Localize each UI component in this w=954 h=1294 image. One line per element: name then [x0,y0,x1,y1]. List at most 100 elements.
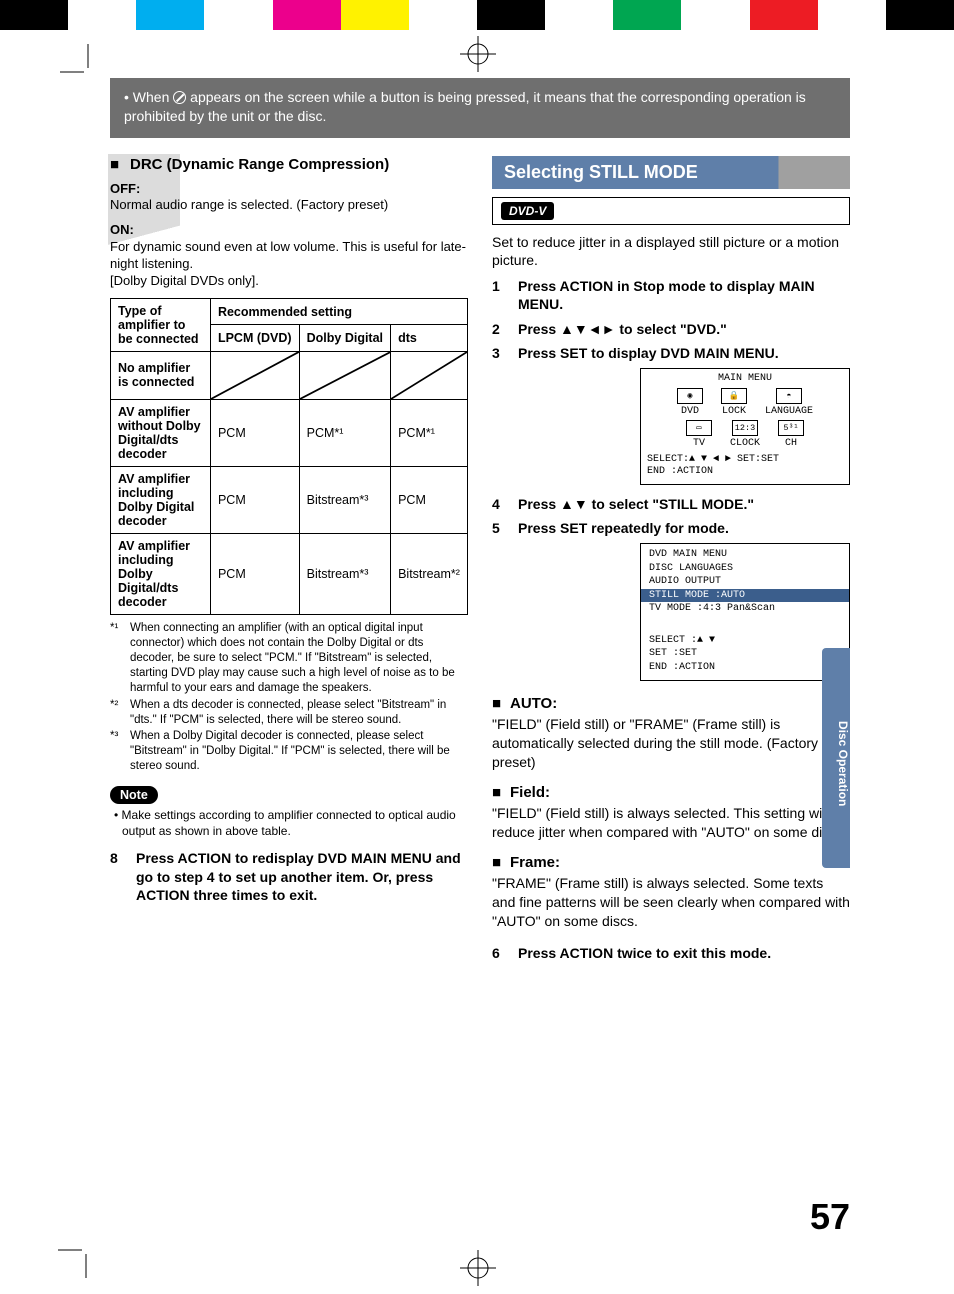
table-cell: Bitstream*³ [299,466,390,533]
table-cell-diag [391,351,468,399]
off-label: OFF: [110,181,140,196]
step-6: 6 Press ACTION twice to exit this mode. [492,944,850,962]
table-cell: Bitstream*² [391,533,468,614]
fn-text: When a Dolby Digital decoder is connecte… [130,729,468,774]
osd2-line: SET :SET [649,647,841,661]
drc-heading: DRC (Dynamic Range Compression) [110,156,468,175]
step-num: 3 [492,344,506,362]
banner-text-prefix: • When [124,89,173,105]
osd-title: MAIN MENU [647,373,843,385]
still-intro: Set to reduce jitter in a displayed stil… [492,233,850,269]
frame-text: "FRAME" (Frame still) is always selected… [492,874,850,931]
osd2-line: SELECT :▲ ▼ [649,634,841,648]
osd-end-line: END :ACTION [647,466,843,478]
row-label: AV amplifier without Dolby Digital/dts d… [111,399,211,466]
side-tab: Disc Operation [822,648,850,868]
osd-dvd-main-menu: DVD MAIN MENU DISC LANGUAGES AUDIO OUTPU… [640,543,850,681]
table-cell: PCM [210,399,299,466]
table-cell: PCM*¹ [391,399,468,466]
clock-icon: 12:3 [732,420,758,436]
crop-mark-bl [58,1238,98,1278]
step-3: 3Press SET to display DVD MAIN MENU. [492,344,850,362]
osd2-highlight: STILL MODE :AUTO [641,589,849,603]
step-num: 6 [492,944,506,962]
page-content: • When appears on the screen while a but… [110,78,850,1238]
table-cell-diag [299,351,390,399]
print-color-bar [0,0,954,30]
banner-text-suffix: appears on the screen while a button is … [124,89,806,124]
osd2-line: TV MODE :4:3 Pan&Scan [649,602,841,616]
osd-select-line: SELECT:▲ ▼ ◄ ► SET:SET [647,454,843,466]
osd-icon-label: DVD [681,406,699,418]
on-block: ON: For dynamic sound even at low volume… [110,222,468,290]
osd-icon-label: CH [785,438,797,450]
field-text: "FIELD" (Field still) is always selected… [492,804,850,842]
fn-text: When connecting an amplifier (with an op… [130,621,468,696]
osd-icon-label: CLOCK [730,438,760,450]
step-1: 1 Press ACTION in Stop mode to display MA… [492,277,850,313]
registration-mark-bottom [460,1250,496,1286]
table-corner: Type of amplifier to be connected [111,298,211,351]
off-text: Normal audio range is selected. (Factory… [110,197,388,212]
step-text: Press ACTION twice to exit this mode. [518,944,850,962]
off-block: OFF: Normal audio range is selected. (Fa… [110,181,468,215]
left-column: DRC (Dynamic Range Compression) OFF: Nor… [110,156,468,963]
tv-icon: ▭ [686,420,712,436]
step-8: 8 Press ACTION to redisplay DVD MAIN MEN… [110,849,468,904]
language-icon: ◓ [776,388,802,404]
table-cell: Bitstream*³ [299,533,390,614]
step-2: 2 Press ▲▼◄► to select "DVD." [492,320,850,338]
row-label: No amplifier is connected [111,351,211,399]
step-num: 2 [492,320,506,338]
osd-icon-label: LOCK [722,406,746,418]
osd2-title: DVD MAIN MENU [649,548,841,562]
step-num: 5 [492,519,506,537]
fn-mark: *² [110,698,124,728]
osd2-line: AUDIO OUTPUT [649,575,841,589]
disc-type-row: DVD-V [492,197,850,225]
auto-heading: AUTO: [492,695,850,712]
page-number: 57 [810,1196,850,1238]
table-group-header: Recommended setting [210,298,467,325]
table-cell: PCM [210,466,299,533]
step-5: 5Press SET repeatedly for mode. [492,519,850,537]
crop-mark-tl [60,44,100,84]
note-body: • Make settings according to amplifier c… [110,808,468,839]
fn-mark: *¹ [110,621,124,696]
footnotes: *¹When connecting an amplifier (with an … [110,621,468,774]
prohibit-icon [173,91,186,104]
step-num: 8 [110,849,124,904]
lock-icon: 🔒 [721,388,747,404]
col-dts: dts [391,325,468,352]
osd2-line: DISC LANGUAGES [649,562,841,576]
step-text: Press ▲▼ to select "STILL MODE." [518,495,850,513]
table-cell: PCM [210,533,299,614]
row-label: AV amplifier including Dolby Digital dec… [111,466,211,533]
col-lpcm: LPCM (DVD) [210,325,299,352]
row-label: AV amplifier including Dolby Digital/dts… [111,533,211,614]
still-mode-heading: Selecting STILL MODE [492,156,850,189]
auto-text: "FIELD" (Field still) or "FRAME" (Frame … [492,715,850,772]
on-text-1: For dynamic sound even at low volume. Th… [110,239,466,271]
step-text: Press ACTION to redisplay DVD MAIN MENU … [136,849,468,904]
warning-banner: • When appears on the screen while a but… [110,78,850,138]
col-dolby: Dolby Digital [299,325,390,352]
right-column: Selecting STILL MODE DVD-V Set to reduce… [492,156,850,963]
on-label: ON: [110,222,134,237]
step-num: 1 [492,277,506,313]
step-text: Press ▲▼◄► to select "DVD." [518,320,850,338]
ch-icon: 5³¹ [778,420,804,436]
on-text-2: [Dolby Digital DVDs only]. [110,273,259,288]
field-heading: Field: [492,784,850,801]
fn-text: When a dts decoder is connected, please … [130,698,468,728]
step-4: 4Press ▲▼ to select "STILL MODE." [492,495,850,513]
fn-mark: *³ [110,729,124,774]
table-cell: PCM*¹ [299,399,390,466]
dvd-icon: ◉ [677,388,703,404]
registration-mark-top [460,36,496,72]
table-cell-diag [210,351,299,399]
step-text: Press ACTION in Stop mode to display MAI… [518,277,850,313]
dvdv-badge: DVD-V [501,202,554,220]
frame-heading: Frame: [492,854,850,871]
osd-icon-label: LANGUAGE [765,406,813,418]
